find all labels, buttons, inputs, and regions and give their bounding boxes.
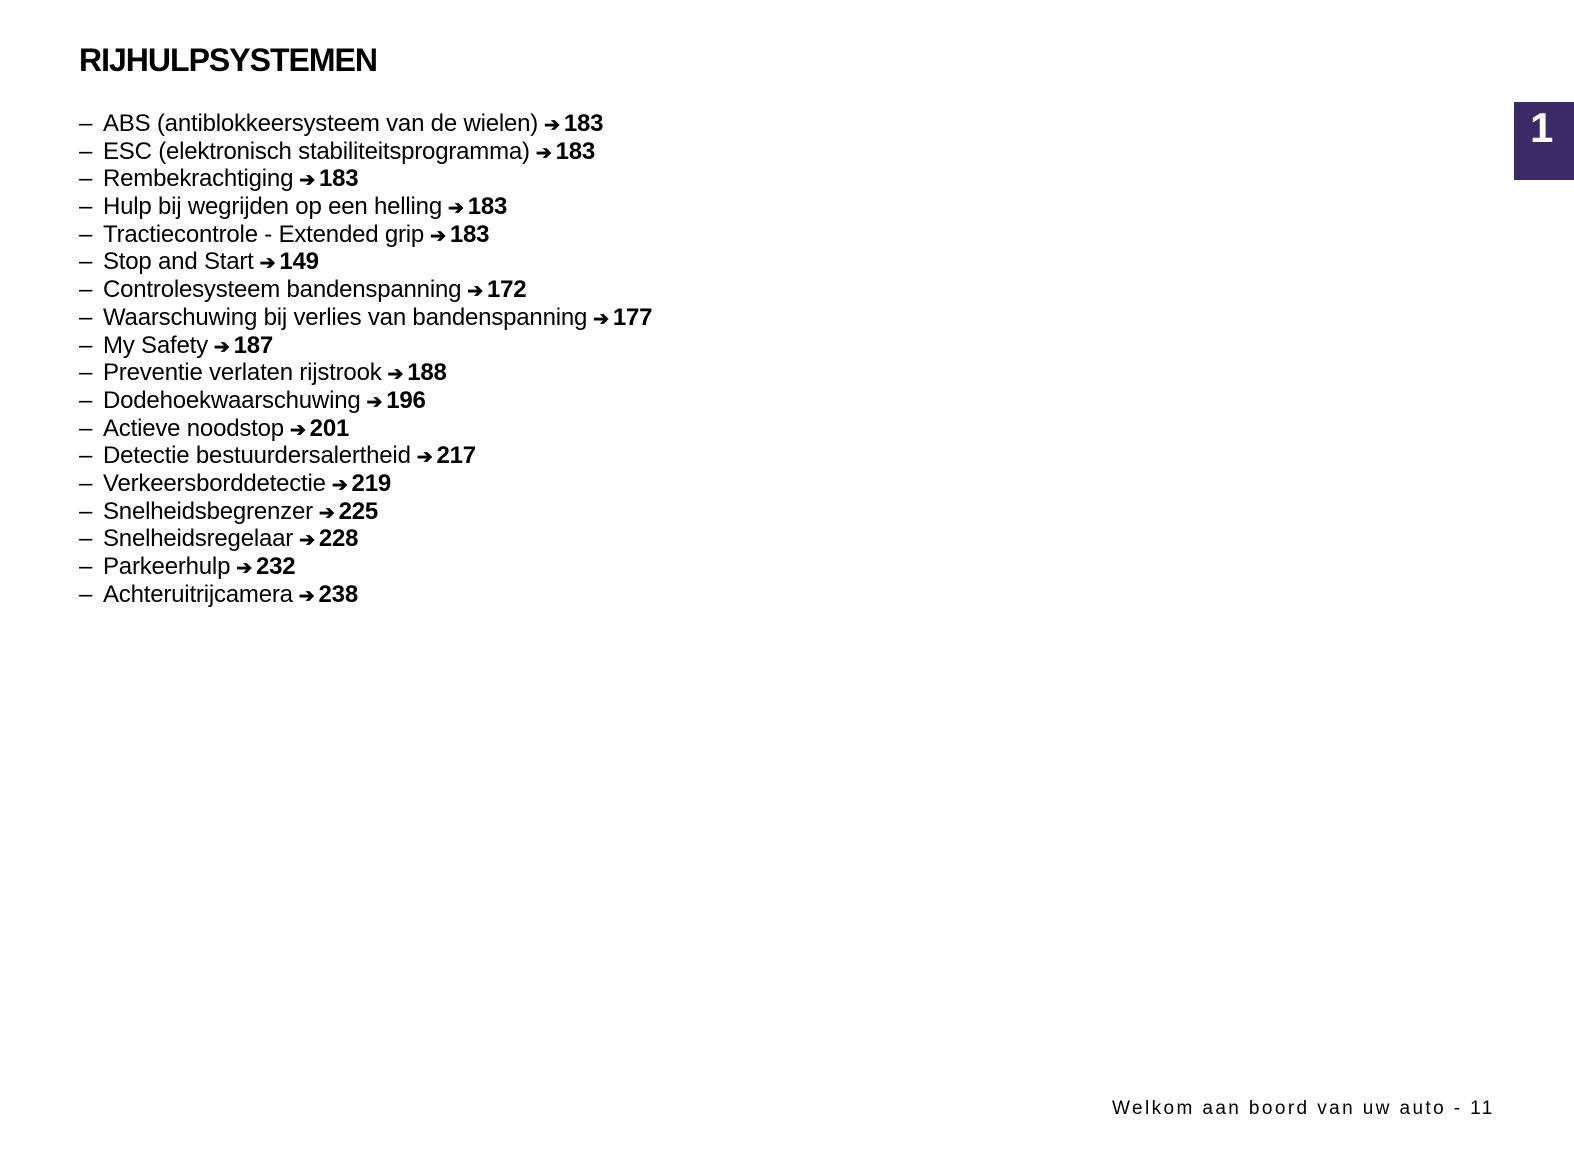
dash-bullet: –: [79, 497, 93, 525]
right-arrow-icon: ➔: [236, 558, 252, 579]
list-item[interactable]: – Detectie bestuurdersalertheid ➔ 217: [79, 442, 652, 470]
list-item[interactable]: – Waarschuwing bij verlies van bandenspan…: [79, 303, 653, 332]
page-reference[interactable]: 219: [351, 469, 392, 497]
page-reference[interactable]: 183: [563, 110, 604, 137]
dash-bullet: –: [79, 525, 93, 553]
list-item[interactable]: – Rembekrachtiging ➔ 183: [79, 165, 652, 193]
page-reference[interactable]: 196: [386, 386, 426, 414]
item-label: Hulp bij wegrijden op een helling: [103, 193, 442, 221]
page-reference[interactable]: 177: [612, 303, 653, 331]
list-item[interactable]: – ABS (antiblokkeersysteem van de wielen)…: [79, 110, 652, 138]
right-arrow-icon: ➔: [416, 447, 433, 469]
right-arrow-icon: ➔: [318, 502, 335, 524]
item-label: Tractiecontrole - Extended grip: [103, 220, 425, 248]
item-label: ESC (elektronisch stabiliteitsprogramma): [103, 137, 530, 165]
page-reference[interactable]: 183: [318, 165, 359, 193]
right-arrow-icon: ➔: [289, 419, 306, 441]
right-arrow-icon: ➔: [331, 474, 348, 496]
dash-bullet: –: [79, 331, 93, 359]
right-arrow-icon: ➔: [544, 115, 560, 136]
dash-bullet: –: [79, 220, 93, 248]
page-reference[interactable]: 172: [486, 276, 527, 304]
page-reference[interactable]: 183: [467, 193, 508, 221]
item-label: Controlesysteem bandenspanning: [103, 276, 462, 304]
item-label: Snelheidsregelaar: [103, 525, 294, 553]
right-arrow-icon: ➔: [299, 530, 315, 552]
chapter-tab: 1: [1514, 102, 1574, 180]
item-label: Detectie bestuurdersalertheid: [103, 442, 411, 470]
dash-bullet: –: [79, 414, 93, 442]
item-label: My Safety: [103, 331, 208, 359]
list-item[interactable]: – My Safety ➔ 187: [79, 332, 652, 360]
dash-bullet: –: [79, 469, 93, 497]
item-label: Rembekrachtiging: [103, 165, 294, 193]
page-footer: Welkom aan boord van uw auto - 11: [1112, 1098, 1495, 1119]
page-reference[interactable]: 183: [449, 220, 490, 248]
page-reference[interactable]: 187: [233, 331, 274, 359]
right-arrow-icon: ➔: [387, 364, 404, 386]
contents-list: – ABS (antiblokkeersysteem van de wielen)…: [79, 110, 653, 609]
dash-bullet: –: [79, 137, 93, 165]
item-label: Dodehoekwaarschuwing: [103, 386, 361, 414]
right-arrow-icon: ➔: [366, 391, 383, 413]
dash-bullet: –: [79, 303, 93, 331]
item-label: ABS (antiblokkeersysteem van de wielen): [103, 110, 539, 137]
right-arrow-icon: ➔: [259, 253, 276, 275]
right-arrow-icon: ➔: [593, 308, 609, 330]
right-arrow-icon: ➔: [299, 170, 315, 192]
dash-bullet: –: [79, 193, 93, 221]
item-label: Waarschuwing bij verlies van bandenspann…: [103, 303, 588, 331]
page-title: RIJHULPSYSTEMEN: [79, 42, 378, 78]
list-item[interactable]: – ESC (elektronisch stabiliteitsprogramma…: [79, 138, 652, 166]
dash-bullet: –: [79, 442, 93, 470]
item-label: Preventie verlaten rijstrook: [103, 359, 382, 387]
page-reference[interactable]: 149: [279, 248, 319, 276]
right-arrow-icon: ➔: [213, 336, 230, 358]
item-label: Verkeersborddetectie: [103, 469, 326, 497]
list-item[interactable]: – Tractiecontrole - Extended grip ➔ 183: [79, 221, 652, 249]
dash-bullet: –: [79, 553, 93, 580]
page-reference[interactable]: 232: [255, 553, 296, 580]
dash-bullet: –: [79, 248, 93, 276]
page-reference[interactable]: 201: [309, 414, 350, 442]
list-item[interactable]: – Controlesysteem bandenspanning ➔ 172: [79, 276, 652, 304]
dash-bullet: –: [79, 165, 93, 193]
list-item[interactable]: – Preventie verlaten rijstrook ➔ 188: [79, 359, 652, 387]
item-label: Stop and Start: [103, 248, 254, 276]
list-item[interactable]: – Dodehoekwaarschuwing ➔ 196: [79, 387, 652, 415]
list-item[interactable]: – Verkeersborddetectie ➔ 219: [79, 470, 652, 498]
dash-bullet: –: [79, 276, 93, 304]
page-reference[interactable]: 188: [407, 359, 447, 387]
dash-bullet: –: [79, 386, 93, 414]
list-item[interactable]: – Parkeerhulp ➔ 232: [79, 553, 652, 581]
list-item[interactable]: – Snelheidsregelaar ➔ 228: [79, 525, 652, 553]
page-reference[interactable]: 228: [318, 525, 359, 553]
right-arrow-icon: ➔: [535, 142, 552, 164]
right-arrow-icon: ➔: [298, 585, 315, 607]
item-label: Parkeerhulp: [103, 553, 231, 580]
dash-bullet: –: [79, 580, 93, 608]
list-item[interactable]: – Actieve noodstop ➔ 201: [79, 415, 652, 443]
right-arrow-icon: ➔: [467, 281, 483, 303]
dash-bullet: –: [79, 359, 93, 387]
page-reference[interactable]: 183: [555, 137, 596, 165]
item-label: Actieve noodstop: [103, 414, 284, 442]
page-reference[interactable]: 217: [436, 442, 476, 470]
item-label: Achteruitrijcamera: [103, 580, 293, 608]
list-item[interactable]: – Snelheidsbegrenzer ➔ 225: [79, 498, 652, 526]
right-arrow-icon: ➔: [447, 198, 464, 220]
page-reference[interactable]: 225: [338, 497, 379, 525]
list-item[interactable]: – Hulp bij wegrijden op een helling ➔ 183: [79, 193, 652, 221]
right-arrow-icon: ➔: [430, 225, 446, 247]
dash-bullet: –: [79, 110, 93, 137]
list-item[interactable]: – Achteruitrijcamera ➔ 238: [79, 581, 652, 609]
page-reference[interactable]: 238: [318, 580, 359, 608]
item-label: Snelheidsbegrenzer: [103, 497, 313, 525]
list-item[interactable]: – Stop and Start ➔ 149: [79, 248, 652, 276]
